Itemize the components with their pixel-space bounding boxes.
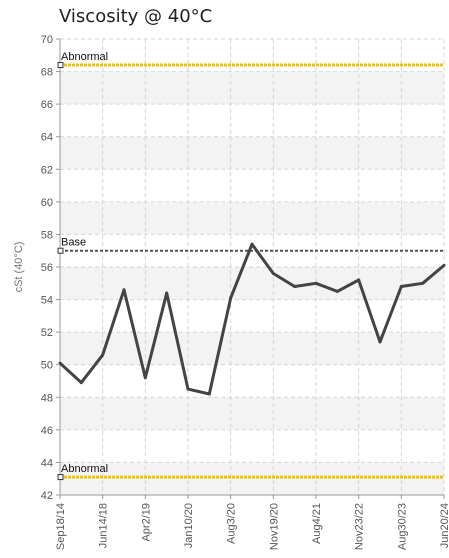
y-axis-label: cSt (40°C) xyxy=(13,242,25,293)
plot-bands xyxy=(60,71,444,495)
y-tick-labels: 42 44 46 48 50 52 54 56 58 60 62 64 66 68 70 xyxy=(41,34,60,502)
y-tick-label: 52 xyxy=(41,327,53,339)
reference-lines: Abnormal Base Abnormal xyxy=(57,51,444,481)
data-point xyxy=(58,361,62,365)
x-tick-label: Jun14/18 xyxy=(98,503,110,548)
y-tick-label: 64 xyxy=(41,132,53,144)
y-tick-label: 70 xyxy=(41,34,53,46)
reference-marker xyxy=(57,62,64,69)
chart-title: Viscosity @ 40°C xyxy=(59,6,213,27)
data-point xyxy=(421,281,425,285)
data-point xyxy=(442,263,446,267)
reference-marker xyxy=(57,474,64,481)
x-tick-label: Aug3/20 xyxy=(226,503,238,544)
reference-label: Base xyxy=(61,237,86,249)
grid-lines xyxy=(59,38,445,496)
data-point xyxy=(271,272,275,276)
reference-marker xyxy=(57,247,64,254)
data-point xyxy=(399,285,403,289)
reference-label: Abnormal xyxy=(61,463,108,475)
y-tick-label: 50 xyxy=(41,360,53,372)
y-tick-label: 44 xyxy=(41,457,53,469)
x-tick-label: Aug30/23 xyxy=(396,503,408,550)
data-point xyxy=(143,376,147,380)
plot-band xyxy=(60,462,444,495)
data-point xyxy=(293,285,297,289)
y-tick-label: 58 xyxy=(41,229,53,241)
x-tick-label: Nov23/22 xyxy=(354,503,366,550)
y-tick-label: 54 xyxy=(41,295,53,307)
data-point xyxy=(101,353,105,357)
reference-label: Abnormal xyxy=(61,51,108,63)
y-tick-label: 60 xyxy=(41,197,53,209)
data-point xyxy=(207,392,211,396)
x-tick-label: Apr2/19 xyxy=(140,503,152,542)
y-tick-label: 62 xyxy=(41,164,53,176)
y-tick-label: 56 xyxy=(41,262,53,274)
plot-band xyxy=(60,332,444,365)
x-tick-label: Aug4/21 xyxy=(311,503,323,544)
plot-band xyxy=(60,201,444,235)
data-point xyxy=(79,381,83,385)
x-tick-label: Sep18/14 xyxy=(55,503,67,550)
y-tick-label: 42 xyxy=(41,490,53,502)
data-point xyxy=(378,340,382,344)
data-point xyxy=(122,288,126,292)
y-tick-label: 66 xyxy=(41,99,53,111)
x-tick-label: Nov19/20 xyxy=(268,503,280,550)
data-point xyxy=(165,291,169,295)
x-tick-label: Jan10/20 xyxy=(183,503,195,548)
data-point xyxy=(186,387,190,391)
data-point xyxy=(229,296,233,300)
data-point xyxy=(250,242,254,246)
data-point xyxy=(357,278,361,282)
x-tick-label: Jun20/24 xyxy=(439,503,449,548)
plot-band xyxy=(60,136,444,170)
data-point xyxy=(335,289,339,293)
plot-band xyxy=(60,397,444,430)
x-tick-labels: Sep18/14 Jun14/18 Apr2/19 Jan10/20 Aug3/20 No… xyxy=(55,495,449,550)
data-point xyxy=(314,281,318,285)
y-tick-label: 46 xyxy=(41,425,53,437)
y-tick-label: 48 xyxy=(41,392,53,404)
plot-band xyxy=(60,267,444,300)
y-tick-label: 68 xyxy=(41,67,53,79)
plot-band xyxy=(60,71,444,105)
data-series xyxy=(58,242,446,396)
